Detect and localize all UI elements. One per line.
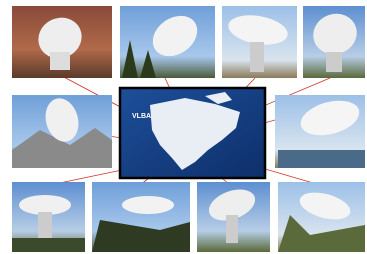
collage: VLBA (() => { const data = JSON.parse(do…	[0, 0, 367, 254]
antenna-photo	[92, 182, 190, 252]
antenna-photo	[278, 182, 365, 252]
antenna-photo	[120, 6, 215, 78]
map-label: VLBA	[132, 113, 151, 120]
antenna-photo	[222, 6, 297, 78]
antenna-photo	[12, 182, 85, 252]
antenna-photo	[12, 6, 112, 78]
antenna-photo	[303, 6, 365, 78]
map: VLBA	[120, 88, 265, 178]
antenna-photo	[197, 182, 270, 252]
antenna-photo	[12, 95, 112, 168]
antenna-photo	[275, 95, 365, 168]
